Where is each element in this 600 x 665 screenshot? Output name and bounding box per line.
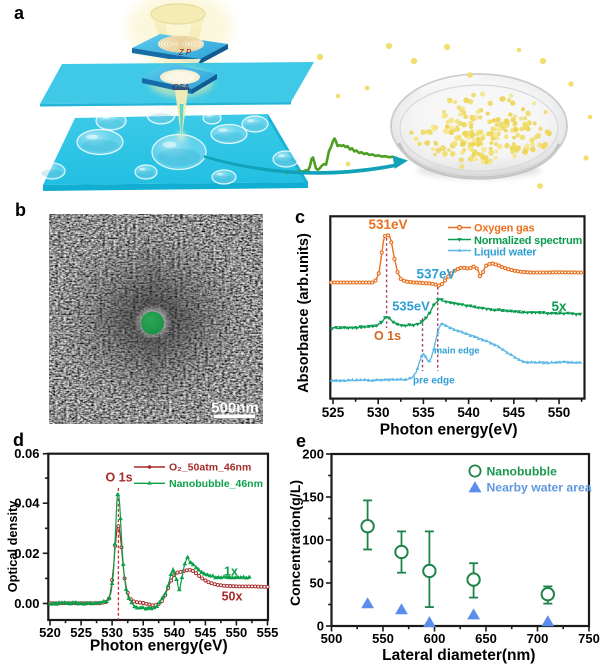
svg-text:Nanobubble_46nm: Nanobubble_46nm <box>169 478 263 490</box>
svg-text:535: 535 <box>412 405 435 420</box>
svg-text:Liquid water: Liquid water <box>474 247 537 259</box>
svg-text:Optical density: Optical density <box>5 500 20 593</box>
svg-text:a: a <box>14 3 25 23</box>
svg-text:500: 500 <box>321 631 343 646</box>
svg-text:550: 550 <box>372 631 394 646</box>
svg-text:50: 50 <box>310 576 324 591</box>
svg-text:e: e <box>296 431 306 451</box>
svg-text:520: 520 <box>39 625 61 640</box>
svg-text:0: 0 <box>317 619 324 634</box>
svg-text:5x: 5x <box>551 299 567 314</box>
svg-text:0.02: 0.02 <box>14 546 39 561</box>
svg-text:535: 535 <box>132 625 154 640</box>
svg-text:pre edge: pre edge <box>413 376 455 387</box>
svg-text:Absorbance (arb.units): Absorbance (arb.units) <box>296 233 312 393</box>
svg-text:150: 150 <box>302 490 324 505</box>
svg-text:Nanobubble: Nanobubble <box>487 465 558 479</box>
svg-text:700: 700 <box>527 631 549 646</box>
svg-text:550: 550 <box>548 405 571 420</box>
svg-text:Z P: Z P <box>178 48 192 57</box>
svg-text:650: 650 <box>475 631 497 646</box>
svg-text:200: 200 <box>302 447 324 462</box>
svg-text:O₂_50atm_46nm: O₂_50atm_46nm <box>169 462 251 474</box>
svg-text:540: 540 <box>457 405 480 420</box>
svg-text:540: 540 <box>163 625 185 640</box>
svg-text:750: 750 <box>578 631 600 646</box>
svg-text:100: 100 <box>302 533 324 548</box>
svg-text:Lateral diameter(nm): Lateral diameter(nm) <box>382 647 535 664</box>
svg-text:0.04: 0.04 <box>14 496 40 511</box>
svg-text:545: 545 <box>503 405 526 420</box>
svg-text:1x: 1x <box>224 565 238 579</box>
svg-text:537eV: 537eV <box>416 267 455 282</box>
svg-text:Nearby water area: Nearby water area <box>487 481 592 495</box>
svg-text:545: 545 <box>195 625 217 640</box>
svg-text:Photon energy(eV): Photon energy(eV) <box>90 638 228 655</box>
svg-text:b: b <box>15 200 26 220</box>
svg-text:525: 525 <box>70 625 92 640</box>
svg-text:0.06: 0.06 <box>14 446 39 461</box>
svg-text:555: 555 <box>257 625 279 640</box>
svg-text:525: 525 <box>322 405 345 420</box>
svg-text:50x: 50x <box>222 590 243 604</box>
svg-text:O 1s: O 1s <box>374 329 401 343</box>
svg-text:0.00: 0.00 <box>14 596 39 611</box>
svg-text:500nm: 500nm <box>211 400 259 417</box>
svg-text:d: d <box>13 430 24 450</box>
svg-text:Concentration(g/L): Concentration(g/L) <box>287 480 303 606</box>
svg-text:OSA: OSA <box>173 83 190 92</box>
svg-text:531eV: 531eV <box>368 217 407 232</box>
svg-text:600: 600 <box>424 631 446 646</box>
svg-text:535eV: 535eV <box>392 299 430 314</box>
svg-text:Oxygen gas: Oxygen gas <box>474 223 534 235</box>
svg-text:530: 530 <box>101 625 123 640</box>
svg-text:550: 550 <box>226 625 248 640</box>
svg-text:Normalized spectrum: Normalized spectrum <box>474 235 582 247</box>
svg-text:Photon energy(eV): Photon energy(eV) <box>380 422 518 439</box>
svg-text:c: c <box>295 207 305 227</box>
svg-text:main edge: main edge <box>434 346 479 356</box>
svg-text:O 1s: O 1s <box>105 471 132 485</box>
svg-text:530: 530 <box>367 405 390 420</box>
